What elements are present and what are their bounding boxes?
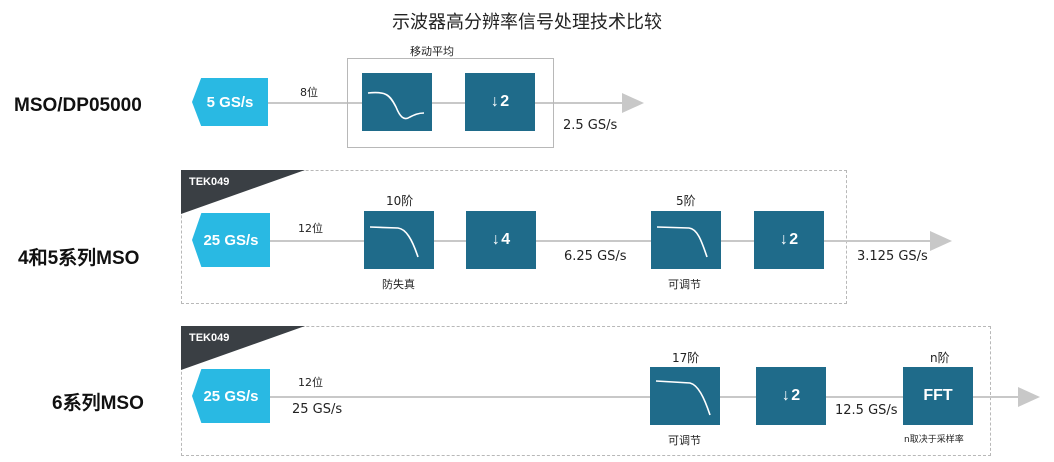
input-rate-label: 25 GS/s [203,231,259,249]
row-label: 6系列MSO [52,393,144,414]
down-arrow-icon: ↓ [490,93,501,110]
row-label: 4和5系列MSO [18,248,140,269]
output-arrow-icon [930,231,952,251]
decimate1-block: ↓ 4 [466,211,536,269]
tek049-tag-label: TEK049 [189,332,230,344]
diagram-title: 示波器高分辨率信号处理技术比较 [392,12,662,33]
decimate-factor: 2 [791,387,801,404]
moving-average-frame [347,58,554,148]
output-arrow-icon [1018,387,1040,407]
filter-curve-icon [655,380,711,416]
filter-caption: 可调节 [668,434,701,447]
moving-average-filter-block [362,73,432,131]
input-rate-label: 5 GS/s [206,93,254,111]
adjustable-filter-block [651,211,721,269]
bit-depth-label: 12位 [298,222,323,235]
output-arrow-icon [622,93,644,113]
mid-rate-label: 12.5 GS/s [835,403,898,418]
tek049-tag-label: TEK049 [189,176,230,188]
filter1-order-label: 10阶 [386,194,414,208]
down-arrow-icon: ↓ [781,387,792,404]
decimate-block: ↓ 2 [465,73,535,131]
down-arrow-icon: ↓ [779,231,790,248]
down-arrow-icon: ↓ [491,231,502,248]
decimate2-block: ↓ 2 [754,211,824,269]
tek049-frame [181,170,847,304]
signal-line [268,102,623,104]
bit-depth-label: 8位 [300,86,318,99]
output-rate-label: 2.5 GS/s [563,118,618,133]
filter2-order-label: 5阶 [676,194,696,208]
fft-caption: n取决于采样率 [904,435,964,445]
signal-line [270,240,930,242]
rate-after-label: 25 GS/s [292,402,343,417]
filter2-caption: 可调节 [668,278,701,291]
bit-depth-label: 12位 [298,376,323,389]
decimate-factor: 2 [789,231,799,248]
mid-rate-label: 6.25 GS/s [564,249,627,264]
moving-average-label: 移动平均 [410,45,454,58]
filter-curve-icon [369,226,419,258]
input-sample-rate-block: 25 GS/s [192,369,270,423]
filter1-caption: 防失真 [382,278,415,291]
decimate-block: ↓ 2 [756,367,826,425]
fft-block: FFT [903,367,973,425]
decimate-factor: 2 [500,93,510,110]
decimate-factor: 4 [501,231,511,248]
moving-average-curve-icon [367,91,425,120]
input-sample-rate-block: 5 GS/s [192,78,268,126]
input-rate-label: 25 GS/s [203,387,259,405]
row-label: MSO/DP05000 [14,95,142,116]
anti-alias-filter-block [364,211,434,269]
output-rate-label: 3.125 GS/s [857,249,928,264]
fft-label: FFT [923,387,953,404]
signal-line [270,396,1018,398]
tek049-frame [181,326,991,456]
adjustable-filter-block [650,367,720,425]
filter-order-label: 17阶 [672,351,700,365]
fft-order-label: n阶 [930,351,950,365]
input-sample-rate-block: 25 GS/s [192,213,270,267]
filter-curve-icon [656,226,708,258]
